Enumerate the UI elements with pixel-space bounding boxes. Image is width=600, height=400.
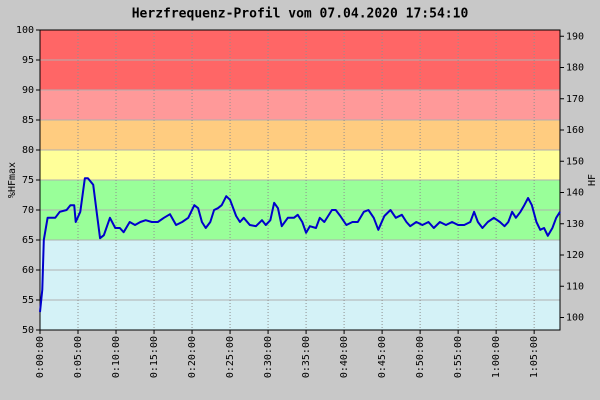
x-tick-label: 0:40:00 — [339, 336, 350, 378]
x-tick-label: 0:35:00 — [301, 336, 312, 378]
y2-tick-label: 180 — [566, 63, 584, 74]
y-tick-label: 85 — [22, 115, 34, 126]
y2-tick-label: 130 — [566, 219, 584, 230]
y-tick-label: 60 — [22, 265, 34, 276]
y2-tick-label: 100 — [566, 313, 584, 324]
zone — [40, 90, 560, 120]
x-tick-label: 0:10:00 — [111, 336, 122, 378]
y-tick-label: 90 — [22, 85, 34, 96]
y-tick-label: 65 — [22, 235, 34, 246]
heart-rate-line — [39, 177, 561, 313]
y-tick-label: 75 — [22, 175, 34, 186]
y-tick-label: 55 — [22, 295, 34, 306]
y-tick-label: 95 — [22, 55, 34, 66]
plot-frame — [39, 29, 561, 331]
zone — [40, 240, 560, 330]
x-tick-label: 0:30:00 — [263, 336, 274, 378]
x-tick-label: 0:50:00 — [415, 336, 426, 378]
x-tick-label: 0:15:00 — [149, 336, 160, 378]
x-tick-label: 1:05:00 — [529, 336, 540, 378]
y2-tick-label: 120 — [566, 250, 584, 261]
y-tick-label: 80 — [22, 145, 34, 156]
y2-tick-label: 140 — [566, 188, 584, 199]
x-tick-label: 0:25:00 — [225, 336, 236, 378]
y-axis-label: %HFmax — [7, 162, 18, 198]
x-tick-label: 0:55:00 — [453, 336, 464, 378]
y2-tick-label: 190 — [566, 31, 584, 42]
chart-title: Herzfrequenz-Profil vom 07.04.2020 17:54… — [132, 7, 469, 22]
zone — [40, 150, 560, 180]
y-tick-label: 50 — [22, 325, 34, 336]
y-tick-label: 100 — [16, 25, 34, 36]
y2-tick-label: 160 — [566, 125, 584, 136]
x-tick-label: 1:00:00 — [491, 336, 502, 378]
x-tick-label: 0:45:00 — [377, 336, 388, 378]
zone — [40, 120, 560, 150]
y2-axis-label: HF — [587, 174, 598, 186]
y2-tick-label: 150 — [566, 156, 584, 167]
x-tick-label: 0:20:00 — [187, 336, 198, 378]
x-tick-label: 0:00:00 — [35, 336, 46, 378]
y2-tick-label: 170 — [566, 94, 584, 105]
y2-tick-label: 110 — [566, 281, 584, 292]
y-tick-label: 70 — [22, 205, 34, 216]
x-tick-label: 0:05:00 — [73, 336, 84, 378]
